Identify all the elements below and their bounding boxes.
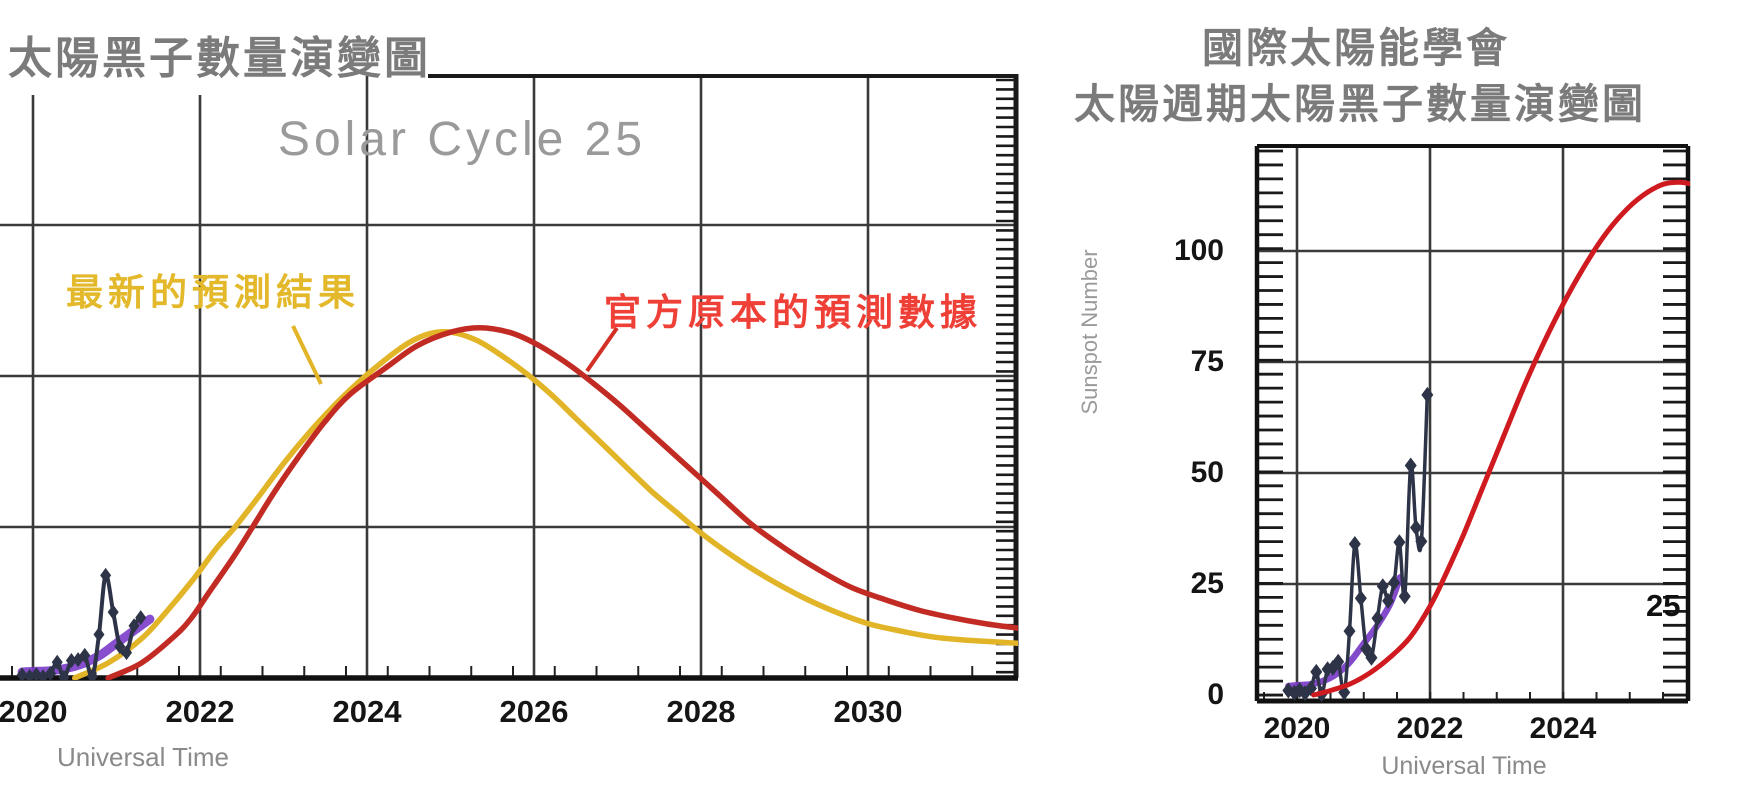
observed-smoothed-curve bbox=[1285, 574, 1404, 690]
right-chart-series bbox=[1282, 179, 1690, 703]
right-x-tick-label: 2020 bbox=[1263, 712, 1331, 745]
cycle-number-label: 25 bbox=[1646, 588, 1681, 623]
right-y-tick-label: 50 bbox=[1190, 456, 1224, 489]
right-x-tick-label: 2022 bbox=[1396, 712, 1464, 745]
left-chart-inner-title: Solar Cycle 25 bbox=[277, 113, 647, 166]
left-chart-title: 太陽黑子數量演變圖 bbox=[8, 34, 431, 83]
right-chart-title-line1: 國際太陽能學會 bbox=[1202, 25, 1510, 71]
observed-monthly-markers bbox=[16, 567, 147, 680]
right-x-tick-label: 2024 bbox=[1529, 712, 1597, 745]
right-chart-title-line2: 太陽週期太陽黑子數量演變圖 bbox=[1074, 81, 1646, 127]
left-x-tick-label: 2020 bbox=[0, 694, 68, 729]
left-chart-grid bbox=[0, 76, 1016, 678]
right-y-tick-label: 25 bbox=[1190, 567, 1224, 600]
right-chart-left-ruler bbox=[1259, 149, 1283, 697]
annotation-official-forecast: 官方原本的預測數據 bbox=[604, 292, 982, 333]
annotation-updated-forecast: 最新的預測結果 bbox=[66, 272, 360, 313]
official-forecast-curve bbox=[1311, 179, 1690, 698]
right-y-tick-label: 100 bbox=[1173, 234, 1224, 267]
left-x-tick-label: 2028 bbox=[666, 694, 736, 729]
right-chart-grid bbox=[1257, 146, 1688, 701]
right-chart-frame bbox=[1254, 144, 1691, 704]
right-xaxis-title: Universal Time bbox=[1381, 752, 1547, 780]
left-x-tick-label: 2022 bbox=[165, 694, 235, 729]
left-x-tick-label: 2030 bbox=[833, 694, 903, 729]
updated-forecast-curve bbox=[72, 329, 1018, 680]
right-chart-right-ruler bbox=[1663, 149, 1686, 697]
right-y-tick-label: 0 bbox=[1207, 678, 1224, 711]
official-forecast-curve bbox=[105, 324, 1018, 680]
left-chart-annotation-leaders bbox=[291, 325, 619, 385]
left-chart-frame bbox=[0, 74, 1019, 681]
left-x-tick-label: 2024 bbox=[332, 694, 402, 729]
left-chart-right-ruler bbox=[996, 78, 1015, 674]
left-chart-series bbox=[16, 324, 1018, 680]
right-yaxis-title: Sunspot Number bbox=[1077, 249, 1102, 415]
left-xaxis-title: Universal Time bbox=[57, 742, 229, 772]
left-x-tick-label: 2026 bbox=[499, 694, 569, 729]
right-y-tick-label: 75 bbox=[1190, 345, 1224, 378]
